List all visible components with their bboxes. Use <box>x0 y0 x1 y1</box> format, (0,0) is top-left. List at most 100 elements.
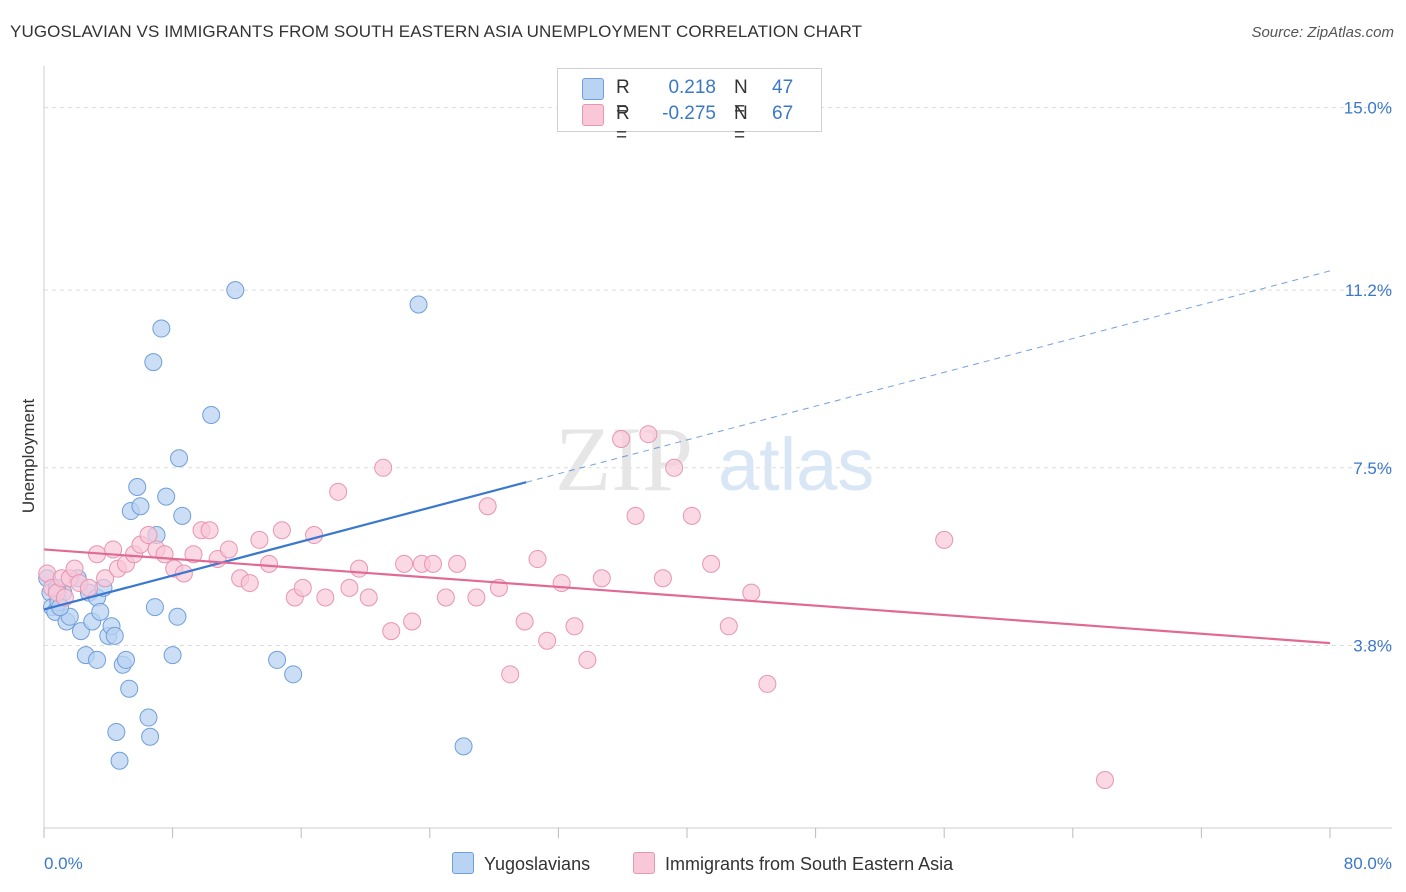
data-point-yugoslavians <box>284 665 303 684</box>
data-point-immigrants <box>626 506 645 525</box>
data-point-yugoslavians <box>88 650 107 669</box>
data-point-immigrants <box>665 458 684 477</box>
data-point-immigrants <box>528 550 547 569</box>
data-point-yugoslavians <box>141 727 160 746</box>
data-point-yugoslavians <box>144 353 163 372</box>
data-point-yugoslavians <box>120 679 139 698</box>
data-point-yugoslavians <box>409 295 428 314</box>
data-point-immigrants <box>552 574 571 593</box>
n-label: N = <box>734 77 748 120</box>
data-point-immigrants <box>501 665 520 684</box>
data-point-immigrants <box>80 578 99 597</box>
data-point-immigrants <box>240 574 259 593</box>
series-yugoslavians <box>38 281 473 770</box>
data-point-immigrants <box>467 588 486 607</box>
data-point-immigrants <box>395 554 414 573</box>
data-point-yugoslavians <box>163 646 182 665</box>
x-tick-label: 0.0% <box>44 854 83 873</box>
data-point-yugoslavians <box>128 478 147 497</box>
bottom-legend-yugoslavians: Yugoslavians <box>452 852 590 875</box>
data-point-immigrants <box>682 506 701 525</box>
data-point-immigrants <box>350 559 369 578</box>
data-point-immigrants <box>316 588 335 607</box>
data-point-immigrants <box>374 458 393 477</box>
axes <box>43 66 1392 838</box>
data-point-immigrants <box>382 622 401 641</box>
data-point-immigrants <box>340 578 359 597</box>
trend-lines <box>43 270 1331 645</box>
data-point-yugoslavians <box>91 602 110 621</box>
data-point-yugoslavians <box>173 506 192 525</box>
data-point-immigrants <box>184 545 203 564</box>
data-point-yugoslavians <box>268 650 287 669</box>
bottom-legend-swatch-blue <box>452 852 474 874</box>
data-point-immigrants <box>305 526 324 545</box>
watermark: ZIP atlas <box>555 408 874 510</box>
bottom-legend-immigrants: Immigrants from South Eastern Asia <box>633 852 953 875</box>
data-point-immigrants <box>272 521 291 540</box>
data-point-immigrants <box>478 497 497 516</box>
y-tick-label: 15.0% <box>1344 99 1392 118</box>
data-point-immigrants <box>424 554 443 573</box>
bottom-legend-swatch-pink <box>633 852 655 874</box>
bottom-legend-label: Yugoslavians <box>484 854 591 874</box>
r-label: R = <box>616 103 630 146</box>
data-point-immigrants <box>96 569 115 588</box>
data-point-immigrants <box>139 526 158 545</box>
data-point-yugoslavians <box>170 449 189 468</box>
watermark-atlas: atlas <box>718 423 874 506</box>
data-point-immigrants <box>742 583 761 602</box>
data-point-immigrants <box>578 650 597 669</box>
data-point-immigrants <box>260 554 279 573</box>
n-value: 47 <box>772 77 794 98</box>
series-immigrants-sea <box>38 425 1114 789</box>
data-point-yugoslavians <box>152 319 171 338</box>
data-point-yugoslavians <box>157 487 176 506</box>
data-point-immigrants <box>293 578 312 597</box>
data-point-yugoslavians <box>145 598 164 617</box>
stats-legend: R = 0.218 N = 47 R = -0.275 N = 67 <box>557 68 822 146</box>
data-point-immigrants <box>1095 770 1114 789</box>
data-point-immigrants <box>200 521 219 540</box>
data-point-immigrants <box>592 569 611 588</box>
y-tick-label: 11.2% <box>1345 281 1392 300</box>
r-value: -0.275 <box>662 103 716 124</box>
chart-title: YUGOSLAVIAN VS IMMIGRANTS FROM SOUTH EAS… <box>10 22 863 41</box>
x-tick-label: 80.0% <box>1344 854 1392 873</box>
watermark-zip: ZIP <box>555 408 693 510</box>
y-tick-label: 7.5% <box>1353 459 1392 478</box>
data-point-immigrants <box>403 612 422 631</box>
source-label: Source: ZipAtlas.com <box>1251 24 1394 41</box>
data-point-immigrants <box>565 617 584 636</box>
data-point-immigrants <box>702 554 721 573</box>
data-point-immigrants <box>359 588 378 607</box>
data-point-immigrants <box>219 540 238 559</box>
data-point-immigrants <box>612 429 631 448</box>
data-point-immigrants <box>758 674 777 693</box>
tick-labels: 3.8% 7.5% 11.2% 15.0% 0.0% 80.0% <box>44 99 1392 873</box>
trend-line-yugoslavians <box>43 481 527 611</box>
trend-line-yugoslavians-extension <box>526 270 1331 483</box>
data-point-immigrants <box>515 612 534 631</box>
r-label: R = <box>616 77 630 120</box>
data-point-yugoslavians <box>202 405 221 424</box>
data-point-yugoslavians <box>139 708 158 727</box>
y-tick-label: 3.8% <box>1353 637 1392 656</box>
data-point-yugoslavians <box>116 650 135 669</box>
data-point-yugoslavians <box>131 497 150 516</box>
legend-swatch-blue <box>582 78 604 100</box>
legend-swatch-pink <box>582 104 604 126</box>
data-point-yugoslavians <box>168 607 187 626</box>
n-value: 67 <box>772 103 794 124</box>
data-point-immigrants <box>538 631 557 650</box>
data-point-immigrants <box>719 617 738 636</box>
data-point-yugoslavians <box>226 281 245 300</box>
data-point-yugoslavians <box>107 722 126 741</box>
data-point-yugoslavians <box>454 737 473 756</box>
n-label: N = <box>734 103 748 146</box>
data-point-yugoslavians <box>105 626 124 645</box>
grid-lines <box>44 107 1392 647</box>
data-point-immigrants <box>448 554 467 573</box>
data-point-immigrants <box>436 588 455 607</box>
